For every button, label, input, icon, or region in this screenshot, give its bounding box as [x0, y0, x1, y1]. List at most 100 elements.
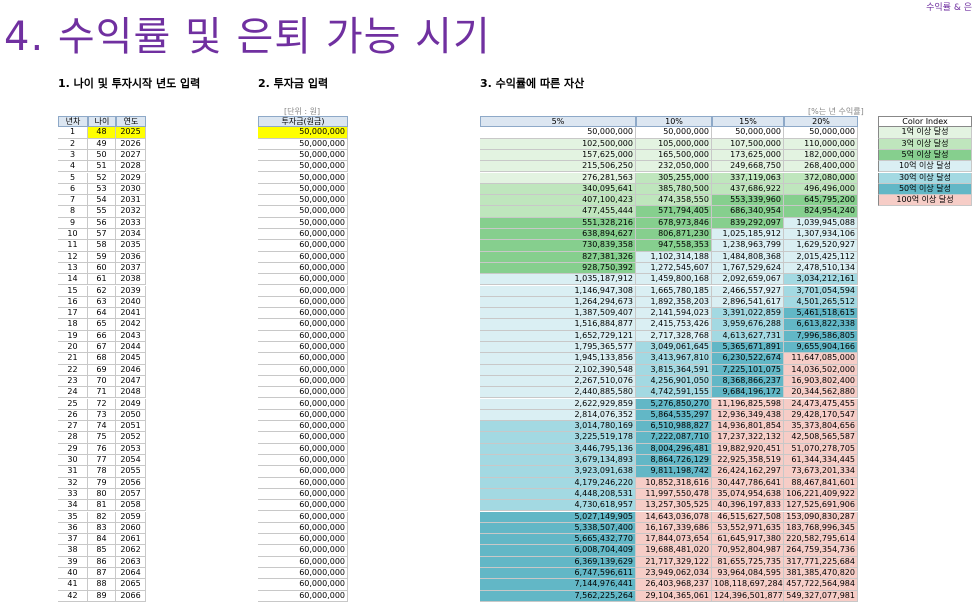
table-cell: 30,447,786,641	[712, 477, 784, 489]
table-cell: 2057	[116, 488, 146, 501]
table-cell: 26,403,968,237	[636, 579, 712, 591]
table-cell: 3,679,134,893	[480, 455, 636, 467]
table-cell: 60,000,000	[258, 556, 348, 568]
table-cell: 645,795,200	[784, 195, 858, 207]
table-cell: 75	[88, 432, 116, 444]
table-cell: 26,424,162,297	[712, 466, 784, 478]
table-cell: 2059	[116, 511, 146, 523]
table-cell: 83	[88, 522, 116, 535]
table-cell: 6,008,704,409	[480, 545, 636, 557]
table-cell: 71	[88, 387, 116, 399]
table-cell: 88,467,841,601	[784, 477, 858, 489]
table-cell: 477,455,444	[480, 206, 636, 218]
table-cell: 2064	[116, 568, 146, 580]
table-cell: 69	[88, 364, 116, 376]
table-cell: 2051	[116, 421, 146, 433]
table-cell: 60,000,000	[258, 364, 348, 376]
table-cell: 61,344,334,445	[784, 455, 858, 467]
table-cell: 61,645,917,380	[712, 534, 784, 546]
table-cell: 381,385,470,820	[784, 568, 858, 580]
table-cell: 24	[58, 387, 88, 399]
table-cell: 730,839,358	[480, 240, 636, 252]
table-cell: 8,864,726,129	[636, 455, 712, 467]
table-cell: 11,196,825,598	[712, 398, 784, 410]
table-cell: 17	[58, 308, 88, 320]
table-cell: 76	[88, 443, 116, 455]
table-cell: 50	[88, 149, 116, 162]
table-header: 5%	[480, 116, 636, 128]
table-cell: 686,340,954	[712, 206, 784, 218]
table-cell: 2037	[116, 262, 146, 275]
table-cell: 102,500,000	[480, 138, 636, 150]
table-cell: 60,000,000	[258, 308, 348, 320]
table-cell: 51	[88, 161, 116, 173]
page-title: 4. 수익률 및 은퇴 가능 시기	[4, 14, 491, 60]
table-cell: 60,000,000	[258, 274, 348, 286]
table-cell: 2,102,390,548	[480, 364, 636, 376]
table-cell: 25	[58, 398, 88, 410]
table-cell: 21,717,329,122	[636, 556, 712, 568]
table-cell: 54	[88, 195, 116, 207]
table-cell: 107,500,000	[712, 138, 784, 150]
table-cell: 2026	[116, 138, 146, 150]
table-cell: 6,510,988,827	[636, 421, 712, 433]
table-cell: 5	[58, 172, 88, 184]
table-header: 년차	[58, 116, 88, 128]
table-cell: 3,923,091,638	[480, 466, 636, 478]
table-cell: 2031	[116, 195, 146, 207]
table-cell: 50,000,000	[258, 149, 348, 162]
table-cell: 50,000,000	[258, 127, 348, 139]
corner-label: 수익률 & 은	[926, 3, 972, 13]
table-cell: 2056	[116, 477, 146, 489]
table-cell: 5,027,149,905	[480, 511, 636, 523]
table-cell: 474,358,550	[636, 195, 712, 207]
table-cell: 372,080,000	[784, 172, 858, 184]
table-cell: 7,562,225,264	[480, 590, 636, 602]
table-cell: 80	[88, 488, 116, 501]
table-cell: 22	[58, 364, 88, 376]
table-cell: 60,000,000	[258, 432, 348, 444]
table-cell: 39	[58, 556, 88, 568]
table-cell: 806,871,230	[636, 229, 712, 241]
table-cell: 2041	[116, 308, 146, 320]
table-cell: 268,400,000	[784, 161, 858, 173]
table-cell: 2,415,753,426	[636, 319, 712, 331]
table-cell: 42,508,565,587	[784, 432, 858, 444]
table-cell: 28	[58, 432, 88, 444]
table-cell: 3,815,364,591	[636, 364, 712, 376]
table-cell: 1,025,185,912	[712, 229, 784, 241]
table-cell: 53	[88, 183, 116, 196]
section-label: 1. 나이 및 투자시작 년도 입력	[58, 77, 201, 90]
table-cell: 1,102,314,188	[636, 251, 712, 263]
table-cell: 10,852,318,616	[636, 477, 712, 489]
table-cell: 1,272,545,607	[636, 262, 712, 275]
table-cell: 5,276,850,270	[636, 398, 712, 410]
table-cell: 4,730,618,957	[480, 500, 636, 512]
table-cell: 81	[88, 500, 116, 512]
table-cell: 82	[88, 511, 116, 523]
table-cell: 1,035,187,912	[480, 274, 636, 286]
table-cell: 165,500,000	[636, 149, 712, 162]
table-cell: 3,014,780,169	[480, 421, 636, 433]
table-cell: 1,459,800,168	[636, 274, 712, 286]
table-cell: 17,844,073,654	[636, 534, 712, 546]
table-cell: 127,525,691,906	[784, 500, 858, 512]
table-cell: 41	[58, 579, 88, 591]
table-cell: 7,225,101,075	[712, 364, 784, 376]
table-header: 연도	[116, 116, 146, 128]
table-cell: 48	[88, 127, 116, 139]
table-cell: 17,237,322,132	[712, 432, 784, 444]
table-cell: 67	[88, 342, 116, 354]
table-cell: 2,440,885,580	[480, 387, 636, 399]
table-cell: 105,000,000	[636, 138, 712, 150]
table-cell: 11	[58, 240, 88, 252]
table-cell: 55	[88, 206, 116, 218]
table-cell: 1,307,934,106	[784, 229, 858, 241]
table-cell: 4,256,901,050	[636, 375, 712, 388]
table-header: 10%	[636, 116, 712, 128]
table-cell: 59	[88, 251, 116, 263]
table-cell: 6,613,822,338	[784, 319, 858, 331]
table-cell: 1,795,365,577	[480, 342, 636, 354]
table-cell: 9	[58, 217, 88, 229]
table-cell: 79	[88, 477, 116, 489]
